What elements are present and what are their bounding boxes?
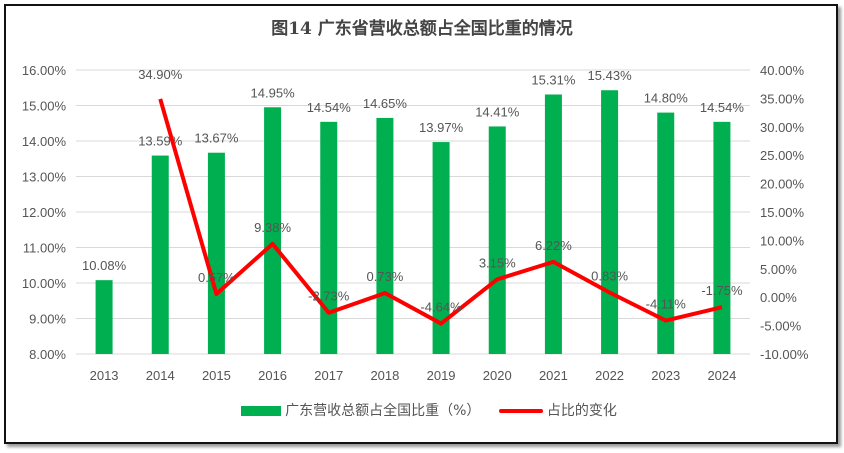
y-left-tick: 13.00% <box>22 170 67 185</box>
bar <box>207 152 225 354</box>
y-right-tick: 35.00% <box>760 91 805 106</box>
bar <box>264 107 282 355</box>
bar <box>601 90 619 355</box>
chart-frame <box>4 4 838 444</box>
y-right-tick: 10.00% <box>760 233 805 248</box>
y-right-tick: 25.00% <box>760 148 805 163</box>
bar <box>713 121 731 354</box>
bar-label: 10.08% <box>82 258 127 273</box>
bar-label: 14.95% <box>251 85 296 100</box>
bar <box>320 121 338 354</box>
y-right-tick: -5.00% <box>760 319 802 334</box>
x-tick: 2013 <box>90 368 119 383</box>
bar-label: 14.41% <box>475 104 520 119</box>
line-label: 6.22% <box>535 238 572 253</box>
x-tick: 2024 <box>707 368 736 383</box>
y-right-tick: 15.00% <box>760 205 805 220</box>
line-label: -1.75% <box>701 283 743 298</box>
bar-label: 13.67% <box>194 131 239 146</box>
y-left-tick: 15.00% <box>22 99 67 114</box>
y-left-tick: 16.00% <box>22 63 67 78</box>
bar <box>488 126 506 354</box>
line-label: 0.57% <box>198 270 235 285</box>
bar <box>376 117 394 354</box>
line-label: -4.11% <box>646 297 687 312</box>
line-label: -4.64% <box>420 300 462 315</box>
x-tick: 2020 <box>483 368 512 383</box>
y-left-tick: 8.00% <box>29 347 66 362</box>
y-left-tick: 9.00% <box>29 312 66 327</box>
line-label: 34.90% <box>138 67 183 82</box>
line-label: 3.15% <box>479 255 516 270</box>
line-label: 0.73% <box>366 269 403 284</box>
line-label: 9.38% <box>254 220 291 235</box>
y-right-tick: 30.00% <box>760 120 805 135</box>
legend: 广东营收总额占全国比重（%） 占比的变化 <box>0 400 844 420</box>
x-tick: 2019 <box>427 368 456 383</box>
y-left-tick: 12.00% <box>22 205 67 220</box>
x-tick: 2018 <box>370 368 399 383</box>
x-tick: 2015 <box>202 368 231 383</box>
legend-line-swatch <box>498 409 543 413</box>
legend-bar-swatch <box>241 406 282 416</box>
bar-label: 14.54% <box>307 100 352 115</box>
legend-bar-label: 广东营收总额占全国比重（%） <box>285 403 481 419</box>
bar <box>151 155 169 354</box>
bar-label: 15.43% <box>588 68 633 83</box>
y-right-tick: 0.00% <box>760 290 797 305</box>
x-tick: 2017 <box>314 368 343 383</box>
line-label: -2.73% <box>308 289 350 304</box>
x-tick: 2021 <box>539 368 568 383</box>
y-left-tick: 14.00% <box>22 134 67 149</box>
bar <box>544 94 562 355</box>
bar-label: 13.59% <box>138 134 183 149</box>
x-tick: 2022 <box>595 368 624 383</box>
y-right-tick: -10.00% <box>760 347 809 362</box>
y-right-tick: 20.00% <box>760 177 805 192</box>
bar-label: 14.54% <box>700 100 745 115</box>
bar <box>95 280 113 354</box>
y-left-tick: 10.00% <box>22 276 67 291</box>
bar <box>657 112 675 354</box>
y-left-tick: 11.00% <box>23 241 67 256</box>
x-tick: 2014 <box>146 368 175 383</box>
legend-line-label: 占比的变化 <box>546 403 617 419</box>
y-right-tick: 40.00% <box>760 63 805 78</box>
chart-title: 图14 广东省营收总额占全国比重的情况 <box>271 19 573 39</box>
bar-label: 14.65% <box>363 96 408 111</box>
line-series <box>158 98 723 326</box>
line-label: 0.83% <box>591 268 628 283</box>
x-tick: 2016 <box>258 368 287 383</box>
y-right-tick: 5.00% <box>760 262 797 277</box>
bar <box>432 142 450 354</box>
bar-label: 15.31% <box>531 72 576 87</box>
bar-label: 14.80% <box>644 91 689 106</box>
bar-label: 13.97% <box>419 120 464 135</box>
x-tick: 2023 <box>651 368 680 383</box>
